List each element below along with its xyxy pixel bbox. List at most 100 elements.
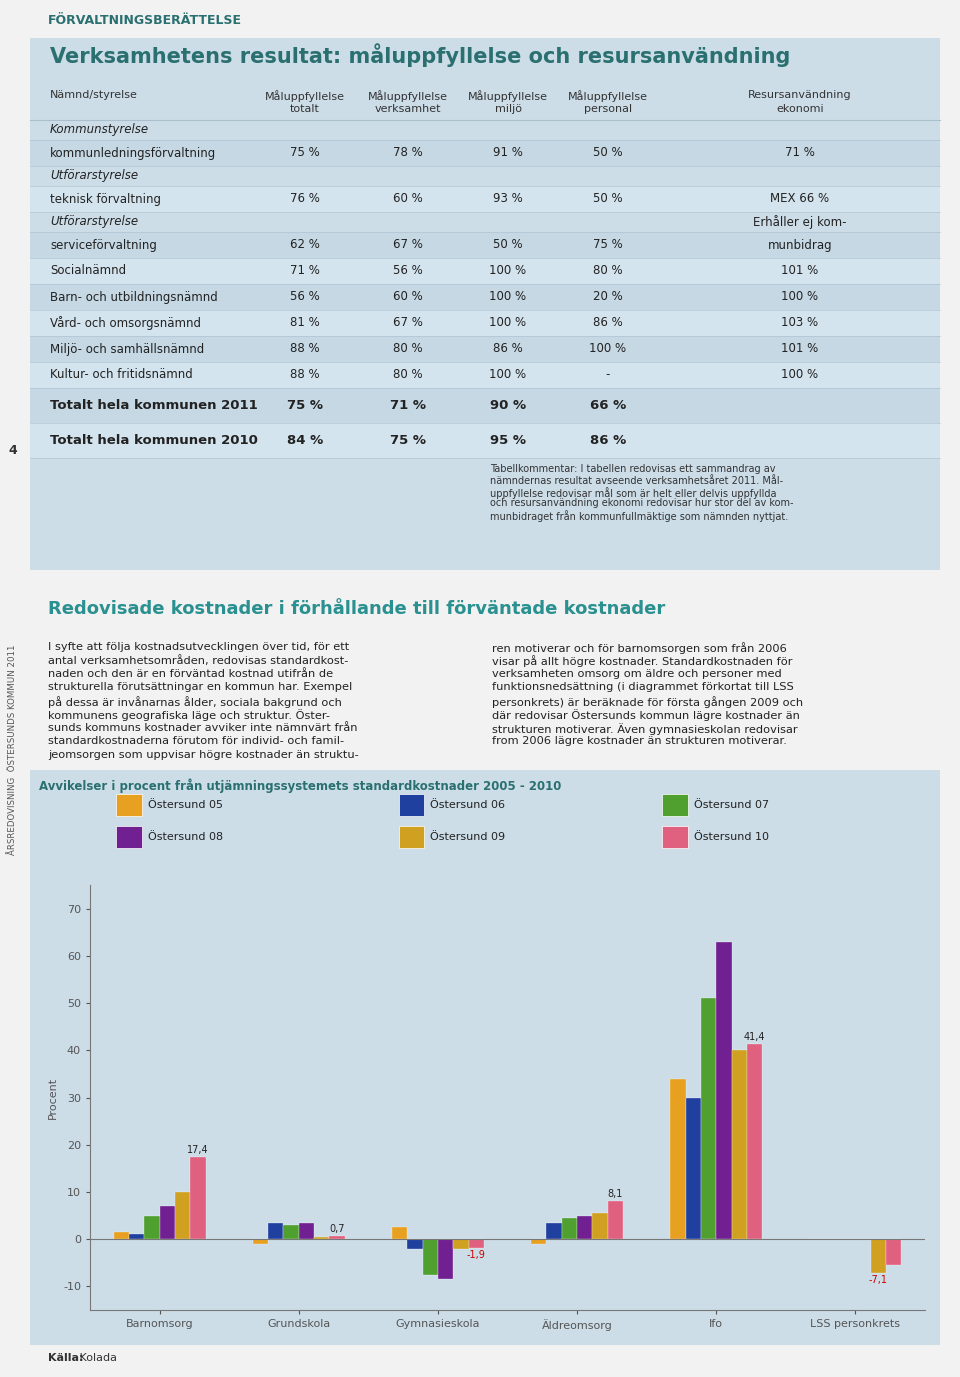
Text: Vård- och omsorgsnämnd: Vård- och omsorgsnämnd — [50, 315, 201, 330]
FancyBboxPatch shape — [30, 336, 940, 362]
Text: miljö: miljö — [494, 105, 521, 114]
Text: strukturella förutsättningar en kommun har. Exempel: strukturella förutsättningar en kommun h… — [48, 683, 352, 693]
Bar — [662, 795, 688, 817]
Bar — [314, 1237, 329, 1239]
Text: Resursanvändning: Resursanvändning — [748, 90, 852, 101]
Text: Källa:: Källa: — [48, 1354, 84, 1363]
Text: kommunledningsförvaltning: kommunledningsförvaltning — [50, 146, 216, 160]
Bar — [546, 1223, 562, 1239]
Text: Måluppfyllelse: Måluppfyllelse — [368, 90, 448, 102]
Bar — [398, 826, 424, 848]
Text: 101 %: 101 % — [781, 264, 819, 278]
FancyBboxPatch shape — [30, 231, 940, 257]
Text: 88 %: 88 % — [290, 343, 320, 355]
Text: 84 %: 84 % — [287, 434, 324, 448]
Text: -: - — [606, 369, 611, 381]
Text: naden och den är en förväntad kostnad utifrån de: naden och den är en förväntad kostnad ut… — [48, 669, 333, 679]
Text: 56 %: 56 % — [394, 264, 422, 278]
Text: 75 %: 75 % — [290, 146, 320, 160]
Text: 80 %: 80 % — [394, 369, 422, 381]
Bar — [453, 1239, 468, 1249]
Bar — [732, 1051, 747, 1239]
Text: Barn- och utbildningsnämnd: Barn- och utbildningsnämnd — [50, 291, 218, 303]
Text: 103 %: 103 % — [781, 317, 819, 329]
Bar — [175, 1192, 190, 1239]
Text: 100 %: 100 % — [490, 291, 527, 303]
Text: munbidraget från kommunfullmäktige som nämnden nyttjat.: munbidraget från kommunfullmäktige som n… — [490, 509, 788, 522]
Text: 100 %: 100 % — [490, 369, 527, 381]
Text: MEX 66 %: MEX 66 % — [771, 193, 829, 205]
Text: FÖRVALTNINGSBERÄTTELSE: FÖRVALTNINGSBERÄTTELSE — [48, 14, 242, 28]
Text: Utförarstyrelse: Utförarstyrelse — [50, 169, 138, 183]
Text: Måluppfyllelse: Måluppfyllelse — [568, 90, 648, 102]
Bar — [685, 1097, 701, 1239]
Text: 100 %: 100 % — [781, 369, 819, 381]
Text: Tabellkommentar: I tabellen redovisas ett sammandrag av: Tabellkommentar: I tabellen redovisas et… — [490, 464, 776, 474]
Text: Avvikelser i procent från utjämningssystemets standardkostnader 2005 - 2010: Avvikelser i procent från utjämningssyst… — [39, 778, 562, 793]
FancyBboxPatch shape — [30, 140, 940, 167]
Text: 17,4: 17,4 — [187, 1146, 208, 1155]
Text: visar på allt högre kostnader. Standardkostnaden för: visar på allt högre kostnader. Standardk… — [492, 655, 793, 668]
Text: 50 %: 50 % — [593, 146, 623, 160]
FancyBboxPatch shape — [30, 388, 940, 423]
Text: munbidrag: munbidrag — [768, 238, 832, 252]
FancyBboxPatch shape — [30, 423, 940, 459]
Text: 86 %: 86 % — [593, 317, 623, 329]
Text: 71 %: 71 % — [290, 264, 320, 278]
Text: 80 %: 80 % — [593, 264, 623, 278]
Text: uppfyllelse redovisar mål som är helt eller delvis uppfyllda: uppfyllelse redovisar mål som är helt el… — [490, 487, 777, 498]
Bar — [129, 1234, 144, 1239]
Text: Måluppfyllelse: Måluppfyllelse — [265, 90, 345, 102]
Text: 100 %: 100 % — [781, 291, 819, 303]
Bar — [144, 1216, 159, 1239]
Text: där redovisar Östersunds kommun lägre kostnader än: där redovisar Östersunds kommun lägre ko… — [492, 709, 800, 722]
Text: 101 %: 101 % — [781, 343, 819, 355]
FancyBboxPatch shape — [30, 39, 940, 570]
Text: 86 %: 86 % — [589, 434, 626, 448]
Text: 78 %: 78 % — [394, 146, 422, 160]
Text: 86 %: 86 % — [493, 343, 523, 355]
Text: ekonomi: ekonomi — [777, 105, 824, 114]
Bar — [252, 1239, 268, 1243]
Text: teknisk förvaltning: teknisk förvaltning — [50, 193, 161, 205]
Text: serviceförvaltning: serviceförvaltning — [50, 238, 156, 252]
Text: 75 %: 75 % — [390, 434, 426, 448]
Text: standardkostnaderna förutom för individ- och famil-: standardkostnaderna förutom för individ-… — [48, 737, 344, 746]
Text: kommunens geografiska läge och struktur. Öster-: kommunens geografiska läge och struktur.… — [48, 709, 330, 722]
Text: ÅRSREDOVISNING  ÖSTERSUNDS KOMMUN 2011: ÅRSREDOVISNING ÖSTERSUNDS KOMMUN 2011 — [9, 644, 17, 855]
Text: 4: 4 — [9, 443, 17, 457]
Bar — [422, 1239, 438, 1275]
FancyBboxPatch shape — [30, 284, 940, 310]
Text: sunds kommuns kostnader avviker inte nämnvärt från: sunds kommuns kostnader avviker inte näm… — [48, 723, 357, 733]
Bar — [886, 1239, 901, 1265]
Text: Totalt hela kommunen 2011: Totalt hela kommunen 2011 — [50, 399, 257, 412]
Text: 50 %: 50 % — [593, 193, 623, 205]
Text: Erhåller ej kom-: Erhåller ej kom- — [754, 215, 847, 229]
Text: -7,1: -7,1 — [869, 1275, 888, 1285]
Bar — [468, 1239, 484, 1248]
Text: jeomsorgen som uppvisar högre kostnader än struktu-: jeomsorgen som uppvisar högre kostnader … — [48, 750, 359, 760]
Text: funktionsnedsättning (i diagrammet förkortat till LSS: funktionsnedsättning (i diagrammet förko… — [492, 683, 794, 693]
Text: 100 %: 100 % — [490, 264, 527, 278]
Text: 100 %: 100 % — [589, 343, 627, 355]
Bar — [159, 1206, 175, 1239]
Text: 60 %: 60 % — [394, 193, 422, 205]
Bar — [592, 1213, 608, 1239]
Text: antal verksamhetsområden, redovisas standardkost-: antal verksamhetsområden, redovisas stan… — [48, 655, 348, 666]
Text: 71 %: 71 % — [390, 399, 426, 412]
Text: nämndernas resultat avseende verksamhetsåret 2011. Mål-: nämndernas resultat avseende verksamhets… — [490, 475, 783, 486]
Text: strukturen motiverar. Även gymnasieskolan redovisar: strukturen motiverar. Även gymnasieskola… — [492, 723, 798, 735]
Text: Östersund 08: Östersund 08 — [148, 832, 224, 841]
Bar — [871, 1239, 886, 1272]
Bar — [662, 826, 688, 848]
Bar — [670, 1078, 685, 1239]
Text: Kultur- och fritidsnämnd: Kultur- och fritidsnämnd — [50, 369, 193, 381]
Text: Nämnd/styrelse: Nämnd/styrelse — [50, 90, 138, 101]
Text: 100 %: 100 % — [490, 317, 527, 329]
Bar — [716, 942, 732, 1239]
Text: Östersund 09: Östersund 09 — [430, 832, 506, 841]
Text: 41,4: 41,4 — [744, 1031, 765, 1042]
Bar — [608, 1201, 623, 1239]
Text: 71 %: 71 % — [785, 146, 815, 160]
Text: totalt: totalt — [290, 105, 320, 114]
